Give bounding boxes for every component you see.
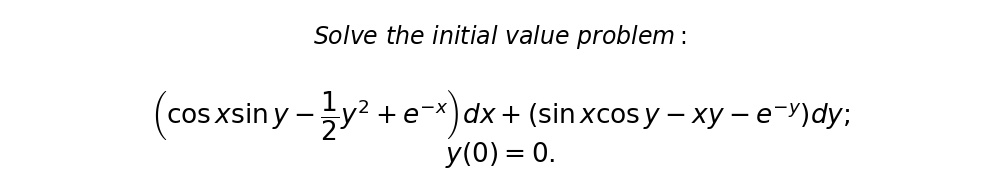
Text: $\mathit{Solve\ the\ initial\ value\ problem}:$: $\mathit{Solve\ the\ initial\ value\ pro… <box>313 23 687 51</box>
Text: $y(0) = 0.$: $y(0) = 0.$ <box>445 140 555 170</box>
Text: $\left(\cos x \sin y - \dfrac{1}{2}y^2 + e^{-x}\right)dx + (\sin x \cos y - xy -: $\left(\cos x \sin y - \dfrac{1}{2}y^2 +… <box>150 89 850 142</box>
